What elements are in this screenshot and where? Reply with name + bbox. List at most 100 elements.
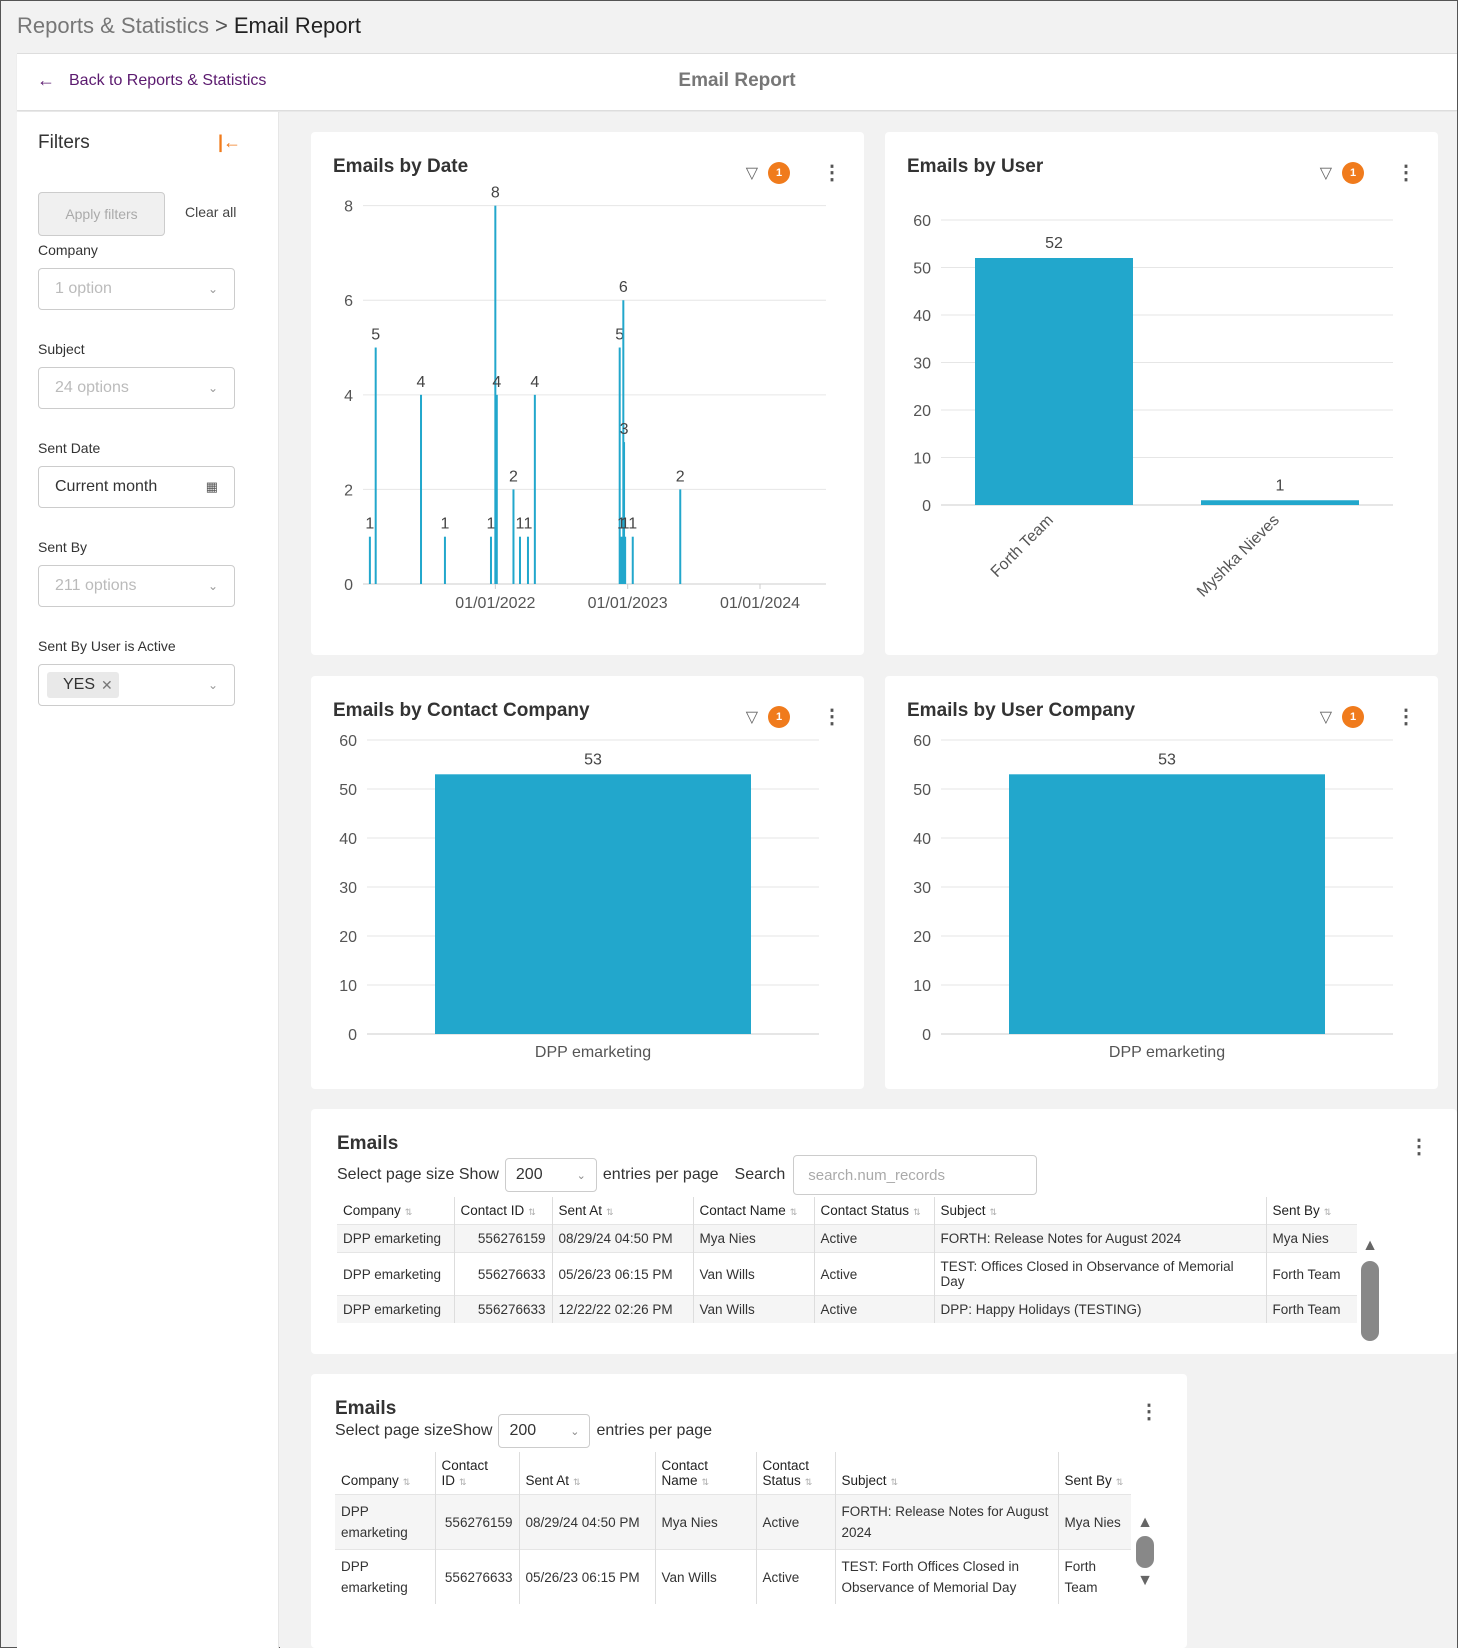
column-header[interactable]: Contact ID ⇅ xyxy=(435,1452,520,1495)
sort-icon[interactable]: ⇅ xyxy=(701,1477,710,1487)
table-row[interactable]: DPP emarketing 556276159 08/29/24 04:50 PM… xyxy=(335,1494,1131,1550)
column-header[interactable]: Contact Name ⇅ xyxy=(693,1197,815,1225)
sort-icon[interactable]: ⇅ xyxy=(528,1207,536,1217)
table-scrollbar[interactable]: ▲ ▼ xyxy=(1135,1514,1155,1634)
table-cell: DPP: Happy Holidays (TESTING) xyxy=(934,1295,1267,1323)
page-size-select[interactable]: 200 ⌄ xyxy=(498,1414,591,1448)
table-header-row: Company ⇅ Contact ID ⇅ Sent At ⇅ Contact Name ⇅… xyxy=(337,1197,1357,1225)
data-label: 1 xyxy=(1276,477,1285,494)
table-row[interactable]: DPP emarketing 556276633 12/22/22 02:26 PM… xyxy=(337,1295,1357,1323)
company-filter-select[interactable]: 1 option ⌄ xyxy=(38,268,235,310)
more-options-icon[interactable]: ⋮ xyxy=(1396,706,1416,728)
bar xyxy=(374,347,377,584)
scroll-up-icon[interactable]: ▲ xyxy=(1362,1237,1378,1254)
table-title: Emails xyxy=(335,1398,397,1419)
more-options-icon[interactable]: ⋮ xyxy=(1409,1136,1429,1158)
page-size-select[interactable]: 200 ⌄ xyxy=(504,1158,597,1192)
column-header-label: Subject xyxy=(841,1473,887,1488)
y-tick-label: 10 xyxy=(339,978,357,995)
data-label: 5 xyxy=(371,327,380,344)
more-options-icon[interactable]: ⋮ xyxy=(822,706,842,728)
data-label: 8 xyxy=(491,185,500,202)
show-label: Show xyxy=(452,1422,493,1439)
chevron-down-icon: ⌄ xyxy=(570,1425,580,1438)
column-header[interactable]: Subject ⇅ xyxy=(934,1197,1267,1225)
sort-icon[interactable]: ⇅ xyxy=(890,1477,899,1487)
chip-label: YES xyxy=(63,676,96,693)
y-tick-label: 0 xyxy=(922,498,931,515)
sent-by-active-filter-select[interactable]: YES ✕ ⌄ xyxy=(38,664,235,706)
bar xyxy=(443,536,446,584)
search-input[interactable]: search.num_records xyxy=(793,1155,1038,1195)
sent-date-filter-input[interactable]: Current month ▦ xyxy=(38,466,235,508)
column-header[interactable]: Sent At ⇅ xyxy=(552,1197,694,1225)
table-cell: DPP emarketing xyxy=(335,1494,436,1550)
bar xyxy=(512,489,515,584)
company-filter-label: Company xyxy=(38,242,98,258)
search-label: Search xyxy=(734,1166,786,1183)
sort-icon[interactable]: ⇅ xyxy=(1323,1207,1332,1217)
column-header[interactable]: Contact Status ⇅ xyxy=(756,1452,836,1495)
apply-filters-button[interactable]: Apply filters xyxy=(38,192,165,236)
sent-by-filter-select[interactable]: 211 options ⌄ xyxy=(38,565,235,607)
collapse-sidebar-icon[interactable]: |← xyxy=(218,132,242,152)
more-options-icon[interactable]: ⋮ xyxy=(1139,1401,1159,1423)
per-page-label: entries per page xyxy=(596,1422,713,1439)
more-options-icon[interactable]: ⋮ xyxy=(1396,162,1416,184)
table-cell: Active xyxy=(814,1252,935,1296)
filter-icon[interactable]: ▽ xyxy=(1319,165,1332,182)
data-label: 1 xyxy=(621,516,630,533)
sent-date-filter-value: Current month xyxy=(55,478,158,495)
column-header-label: Contact Name xyxy=(699,1203,786,1218)
column-header[interactable]: Company ⇅ xyxy=(335,1452,436,1495)
more-options-icon[interactable]: ⋮ xyxy=(822,162,842,184)
table-cell: FORTH: Release Notes for August 2024 xyxy=(835,1494,1059,1550)
column-header[interactable]: Contact Name ⇅ xyxy=(655,1452,757,1495)
table-row[interactable]: DPP emarketing 556276633 05/26/23 06:15 PM… xyxy=(335,1549,1131,1604)
scroll-down-icon[interactable]: ▼ xyxy=(1137,1572,1153,1589)
clear-all-button[interactable]: Clear all xyxy=(185,204,237,220)
bar xyxy=(368,536,371,584)
y-tick-label: 30 xyxy=(339,880,357,897)
sort-icon[interactable]: ⇅ xyxy=(804,1477,813,1487)
column-header[interactable]: Sent At ⇅ xyxy=(519,1452,656,1495)
column-header[interactable]: Contact Status ⇅ xyxy=(814,1197,935,1225)
company-filter-value: 1 option xyxy=(55,280,112,297)
scroll-up-icon[interactable]: ▲ xyxy=(1137,1514,1153,1531)
remove-chip-icon[interactable]: ✕ xyxy=(101,676,113,693)
sort-icon[interactable]: ⇅ xyxy=(1115,1477,1124,1487)
filter-icon[interactable]: ▽ xyxy=(1319,709,1332,726)
scrollbar-thumb[interactable] xyxy=(1361,1261,1379,1341)
breadcrumb-parent[interactable]: Reports & Statistics xyxy=(17,13,209,38)
sort-icon[interactable]: ⇅ xyxy=(606,1207,614,1217)
data-label: 2 xyxy=(676,468,685,485)
column-header[interactable]: Subject ⇅ xyxy=(835,1452,1059,1495)
scrollbar-thumb[interactable] xyxy=(1136,1536,1154,1568)
column-header[interactable]: Company ⇅ xyxy=(337,1197,455,1225)
calendar-icon[interactable]: ▦ xyxy=(205,479,218,494)
column-header[interactable]: Contact ID ⇅ xyxy=(454,1197,553,1225)
sort-icon[interactable]: ⇅ xyxy=(913,1207,921,1217)
back-link[interactable]: ← Back to Reports & Statistics xyxy=(37,70,266,91)
table-row[interactable]: DPP emarketing 556276633 05/26/23 06:15 PM… xyxy=(337,1252,1357,1296)
table-scrollbar[interactable]: ▲ xyxy=(1360,1237,1380,1354)
filter-icon[interactable]: ▽ xyxy=(745,165,758,182)
sort-icon[interactable]: ⇅ xyxy=(789,1207,798,1217)
column-header[interactable]: Sent By ⇅ xyxy=(1058,1452,1131,1495)
table-row[interactable]: DPP emarketing 556276159 08/29/24 04:50 PM… xyxy=(337,1224,1357,1253)
data-label: 52 xyxy=(1045,235,1063,252)
filter-icon[interactable]: ▽ xyxy=(745,709,758,726)
sort-icon[interactable]: ⇅ xyxy=(989,1207,998,1217)
sort-icon[interactable]: ⇅ xyxy=(402,1477,411,1487)
chart-title: Emails by Date xyxy=(333,156,469,177)
table-cell: Active xyxy=(814,1295,935,1323)
bar xyxy=(1201,500,1359,505)
sort-icon[interactable]: ⇅ xyxy=(404,1207,413,1217)
x-tick-label: 01/01/2022 xyxy=(455,595,535,612)
subject-filter-select[interactable]: 24 options ⌄ xyxy=(38,367,235,409)
sort-icon[interactable]: ⇅ xyxy=(573,1477,581,1487)
bar xyxy=(518,536,521,584)
table-cell: 556276633 xyxy=(454,1295,553,1323)
sort-icon[interactable]: ⇅ xyxy=(459,1477,467,1487)
column-header[interactable]: Sent By ⇅ xyxy=(1266,1197,1357,1225)
